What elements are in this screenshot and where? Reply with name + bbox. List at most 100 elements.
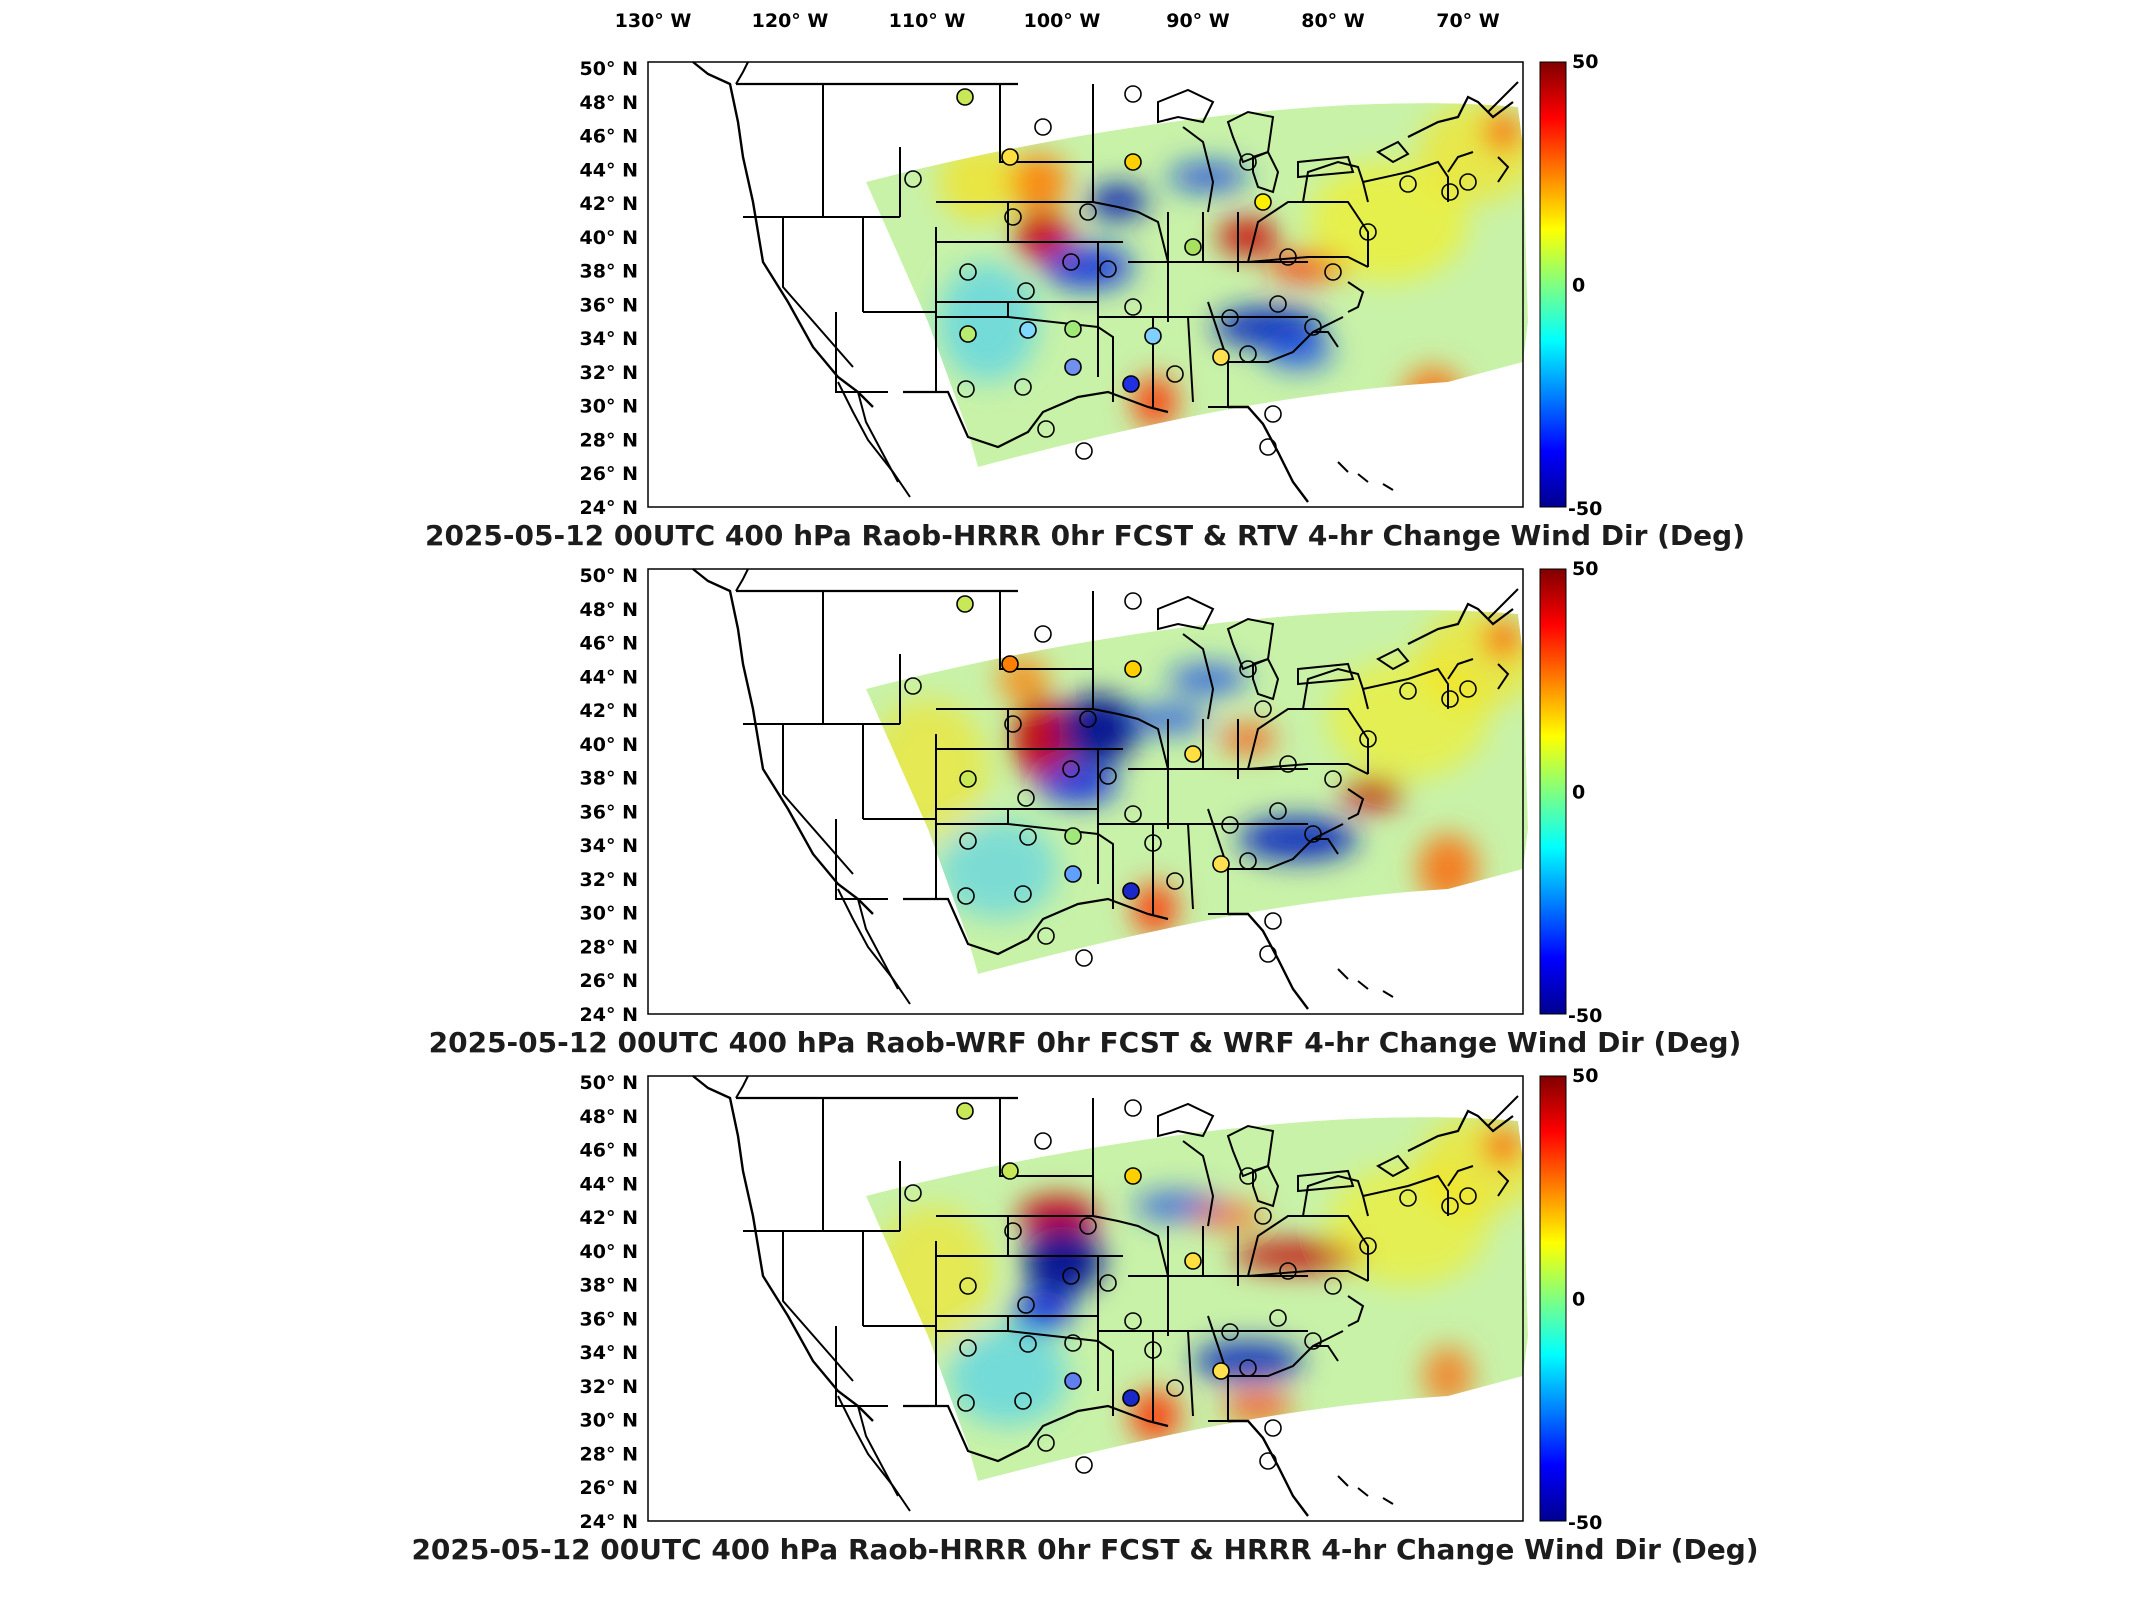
- raob-station-marker: [1264, 1419, 1282, 1437]
- raob-station-marker: [1144, 327, 1162, 345]
- raob-station-marker: [904, 677, 922, 695]
- raob-stations: [904, 1099, 1477, 1474]
- anomaly-patch: [1308, 162, 1468, 282]
- raob-station-marker: [1304, 318, 1322, 336]
- latitude-label: 48° N: [580, 599, 638, 621]
- raob-station-marker: [1221, 816, 1239, 834]
- longitude-label: 130° W: [615, 10, 692, 32]
- raob-station-marker: [1122, 882, 1140, 900]
- raob-station-marker: [1259, 1452, 1277, 1470]
- raob-station-marker: [1459, 1187, 1477, 1205]
- map-frame: [647, 568, 1524, 1015]
- colorbar-min-label: -50: [1568, 1005, 1602, 1027]
- latitude-label: 50° N: [580, 1072, 638, 1094]
- anomaly-patch: [1485, 1128, 1521, 1164]
- latitude-label: 36° N: [580, 1308, 638, 1330]
- raob-station-marker: [1075, 442, 1093, 460]
- anomaly-patch: [938, 819, 1058, 919]
- anomaly-patch: [1168, 665, 1248, 693]
- raob-station-marker: [1264, 912, 1282, 930]
- raob-station-marker: [1079, 710, 1097, 728]
- raob-station-marker: [1079, 203, 1097, 221]
- raob-station-marker: [1259, 945, 1277, 963]
- raob-station-marker: [1062, 1267, 1080, 1285]
- raob-station-marker: [959, 832, 977, 850]
- longitude-labels: 130° W 120° W 110° W 100° W 90° W 80° W 70° W: [615, 10, 1500, 32]
- raob-station-marker: [1017, 282, 1035, 300]
- colorbar-mid-label: 0: [1572, 275, 1585, 297]
- raob-station-marker: [1304, 825, 1322, 843]
- anomaly-patch: [1023, 1226, 1103, 1296]
- colorbar-max-label: 50: [1572, 1065, 1598, 1087]
- raob-station-marker: [1399, 1189, 1417, 1207]
- raob-stations: [904, 592, 1477, 967]
- latitude-label: 28° N: [580, 429, 638, 451]
- raob-station-marker: [1034, 625, 1052, 643]
- raob-station-marker: [1166, 872, 1184, 890]
- wind-direction-field: [866, 610, 1528, 974]
- raob-station-marker: [1324, 770, 1342, 788]
- raob-station-marker: [1359, 223, 1377, 241]
- raob-station-marker: [1124, 85, 1142, 103]
- raob-station-marker: [1269, 295, 1287, 313]
- raob-station-marker: [1001, 655, 1019, 673]
- anomaly-patch: [1418, 103, 1528, 202]
- raob-station-marker: [1221, 1323, 1239, 1341]
- latitude-label: 44° N: [580, 666, 638, 688]
- map-panel: [647, 1074, 1528, 1522]
- map-panel: [647, 60, 1528, 508]
- anomaly-patch: [1193, 1204, 1263, 1228]
- latitude-label: 24° N: [580, 497, 638, 519]
- raob-station-marker: [1064, 865, 1082, 883]
- anomaly-patch: [1220, 725, 1276, 753]
- anomaly-patch: [1423, 1346, 1473, 1406]
- raob-station-marker: [1441, 690, 1459, 708]
- anomaly-patch: [1058, 694, 1138, 764]
- raob-station-marker: [1099, 1274, 1117, 1292]
- raob-station-marker: [1254, 700, 1272, 718]
- latitude-label: 42° N: [580, 1207, 638, 1229]
- raob-station-marker: [1184, 1252, 1202, 1270]
- latitude-label: 50° N: [580, 58, 638, 80]
- wind-direction-field: [866, 103, 1528, 467]
- raob-station-marker: [1001, 1162, 1019, 1180]
- latitude-label: 26° N: [580, 970, 638, 992]
- raob-station-marker: [1004, 1222, 1022, 1240]
- raob-station-marker: [1019, 321, 1037, 339]
- raob-station-marker: [1019, 828, 1037, 846]
- anomaly-patch: [1233, 1241, 1363, 1271]
- raob-station-marker: [1124, 592, 1142, 610]
- raob-station-marker: [1019, 1335, 1037, 1353]
- raob-station-marker: [1212, 855, 1230, 873]
- latitude-labels: 50° N 48° N 46° N 44° N 42° N 40° N 38° N 36° N…: [580, 1072, 638, 1533]
- raob-station-marker: [1239, 345, 1257, 363]
- latitude-label: 40° N: [580, 1241, 638, 1263]
- colorbar-min-label: -50: [1568, 1512, 1602, 1534]
- colorbar: 50 0 -50: [1539, 51, 1602, 520]
- raob-station-marker: [959, 1339, 977, 1357]
- latitude-label: 26° N: [580, 463, 638, 485]
- anomaly-patch: [1133, 883, 1177, 935]
- raob-station-marker: [1254, 1207, 1272, 1225]
- latitude-label: 48° N: [580, 1106, 638, 1128]
- raob-station-marker: [1062, 760, 1080, 778]
- colorbar: 50 0 -50: [1539, 1065, 1602, 1534]
- longitude-label: 120° W: [752, 10, 829, 32]
- raob-station-marker: [956, 595, 974, 613]
- raob-station-marker: [1064, 827, 1082, 845]
- anomaly-patch: [1418, 610, 1528, 709]
- latitude-label: 46° N: [580, 633, 638, 655]
- raob-station-marker: [956, 1102, 974, 1120]
- raob-station-marker: [1079, 1217, 1097, 1235]
- raob-station-marker: [1124, 1167, 1142, 1185]
- latitude-label: 40° N: [580, 227, 638, 249]
- raob-station-marker: [1259, 438, 1277, 456]
- raob-station-marker: [1279, 1262, 1297, 1280]
- raob-station-marker: [1239, 660, 1257, 678]
- raob-station-marker: [1144, 1341, 1162, 1359]
- raob-station-marker: [1034, 1132, 1052, 1150]
- panel-title: 2025-05-12 00UTC 400 hPa Raob-HRRR 0hr F…: [411, 1533, 1758, 1566]
- latitude-label: 30° N: [580, 396, 638, 418]
- anomaly-patch: [948, 1326, 1068, 1426]
- latitude-label: 40° N: [580, 734, 638, 756]
